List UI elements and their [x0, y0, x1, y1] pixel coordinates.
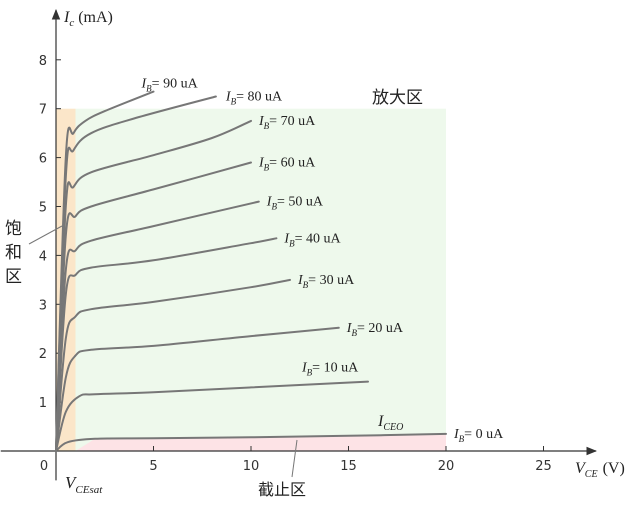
series-label: IB= 50 uA	[266, 195, 324, 212]
series-label-sub: B	[264, 121, 270, 131]
y-tick-label: 3	[39, 298, 47, 313]
y-tick-label: 5	[39, 201, 47, 216]
series-label-main: I	[346, 321, 353, 336]
curve-ib-90	[55, 90, 155, 452]
x-axis-label: VCE (V)	[575, 460, 625, 480]
origin-label: 0	[40, 459, 48, 474]
series-label: IB= 20 uA	[346, 321, 404, 338]
y-axis-label: Ic (mA)	[63, 9, 113, 29]
series-label-sub: B	[289, 238, 295, 248]
y-tick-label: 8	[39, 54, 47, 69]
y-tick-label: 2	[39, 347, 47, 362]
x-tick-label: 20	[438, 459, 455, 474]
series-label-rest: = 60 uA	[269, 156, 316, 171]
series-label: IB= 60 uA	[258, 156, 316, 173]
y-tick-label: 6	[39, 152, 47, 167]
curve-ib-30	[55, 278, 291, 452]
series-label-main: I	[297, 273, 304, 288]
y-axis-label-main: I	[63, 9, 70, 26]
x-axis-label-main: V	[575, 460, 587, 477]
cutoff-leader-line	[291, 439, 298, 478]
active-region	[75, 108, 446, 451]
series-label-rest: = 40 uA	[295, 231, 342, 246]
vcesat-label-sub: CEsat	[75, 484, 103, 496]
series-label-sub: B	[264, 163, 270, 173]
curve-ib-20	[55, 326, 340, 452]
series-group	[55, 90, 447, 452]
series-label: IB= 30 uA	[297, 273, 355, 290]
y-axis-label-sub: c	[69, 17, 74, 29]
series-label-sub: B	[303, 280, 309, 290]
saturation-label-char: 和	[5, 243, 22, 263]
series-label: IB= 40 uA	[283, 231, 341, 248]
active-region-label: 放大区	[372, 88, 423, 108]
x-axis-label-sub: CE	[585, 469, 598, 480]
series-label: IB= 0 uA	[453, 427, 504, 444]
x-ticks: 5 10 15 20 25	[149, 446, 552, 474]
x-axis-label-unit: (V)	[603, 460, 625, 477]
x-tick-label: 25	[535, 459, 552, 474]
series-label: IB= 70 uA	[258, 114, 316, 131]
vcesat-label: VCEsat	[65, 473, 103, 496]
series-label-sub: B	[146, 84, 152, 94]
series-label-main: I	[283, 231, 290, 246]
saturation-label-char: 饱	[5, 219, 22, 239]
iceo-label: ICEO	[377, 413, 403, 433]
series-label-main: I	[453, 427, 460, 442]
curve-ib-10	[55, 380, 369, 452]
x-tick-label: 5	[149, 459, 157, 474]
saturation-label-char: 区	[5, 267, 22, 287]
series-label-rest: = 70 uA	[269, 114, 316, 129]
iceo-label-sub: CEO	[383, 422, 403, 433]
series-label-rest: = 80 uA	[236, 90, 283, 105]
y-ticks: 1 2 3 4 5 6 7 8	[39, 54, 61, 411]
y-tick-label: 4	[39, 249, 47, 264]
series-label-rest: = 0 uA	[464, 427, 504, 442]
series-label-rest: = 30 uA	[308, 273, 355, 288]
saturation-leader-line	[28, 225, 63, 245]
y-tick-label: 7	[39, 103, 47, 118]
series-label-sub: B	[351, 328, 357, 338]
series-label-main: I	[301, 361, 308, 376]
x-tick-label: 15	[340, 459, 357, 474]
cutoff-region-label: 截止区	[258, 480, 306, 499]
series-label-sub: B	[307, 368, 313, 378]
y-axis-label-unit: (mA)	[78, 9, 113, 26]
series-label-main: I	[258, 156, 265, 171]
series-label: IB= 10 uA	[301, 361, 359, 378]
iceo-label-main: I	[377, 413, 384, 430]
y-tick-label: 1	[39, 396, 47, 411]
series-label-rest: = 20 uA	[357, 321, 404, 336]
series-label-rest: = 10 uA	[312, 361, 359, 376]
series-label-sub: B	[459, 434, 465, 444]
x-tick-label: 10	[243, 459, 260, 474]
series-label-sub: B	[271, 202, 277, 212]
series-label: IB= 90 uA	[141, 77, 199, 94]
series-label-main: I	[225, 90, 232, 105]
vcesat-label-main: V	[65, 473, 78, 492]
series-label: IB= 80 uA	[225, 90, 283, 107]
series-label-main: I	[258, 114, 265, 129]
series-label-main: I	[141, 77, 148, 92]
series-label-sub: B	[231, 97, 237, 107]
series-label-rest: = 50 uA	[277, 195, 324, 210]
curve-ib-0	[55, 432, 447, 452]
series-label-main: I	[266, 195, 273, 210]
curve-ib-40	[55, 237, 278, 452]
series-label-rest: = 90 uA	[152, 77, 199, 92]
